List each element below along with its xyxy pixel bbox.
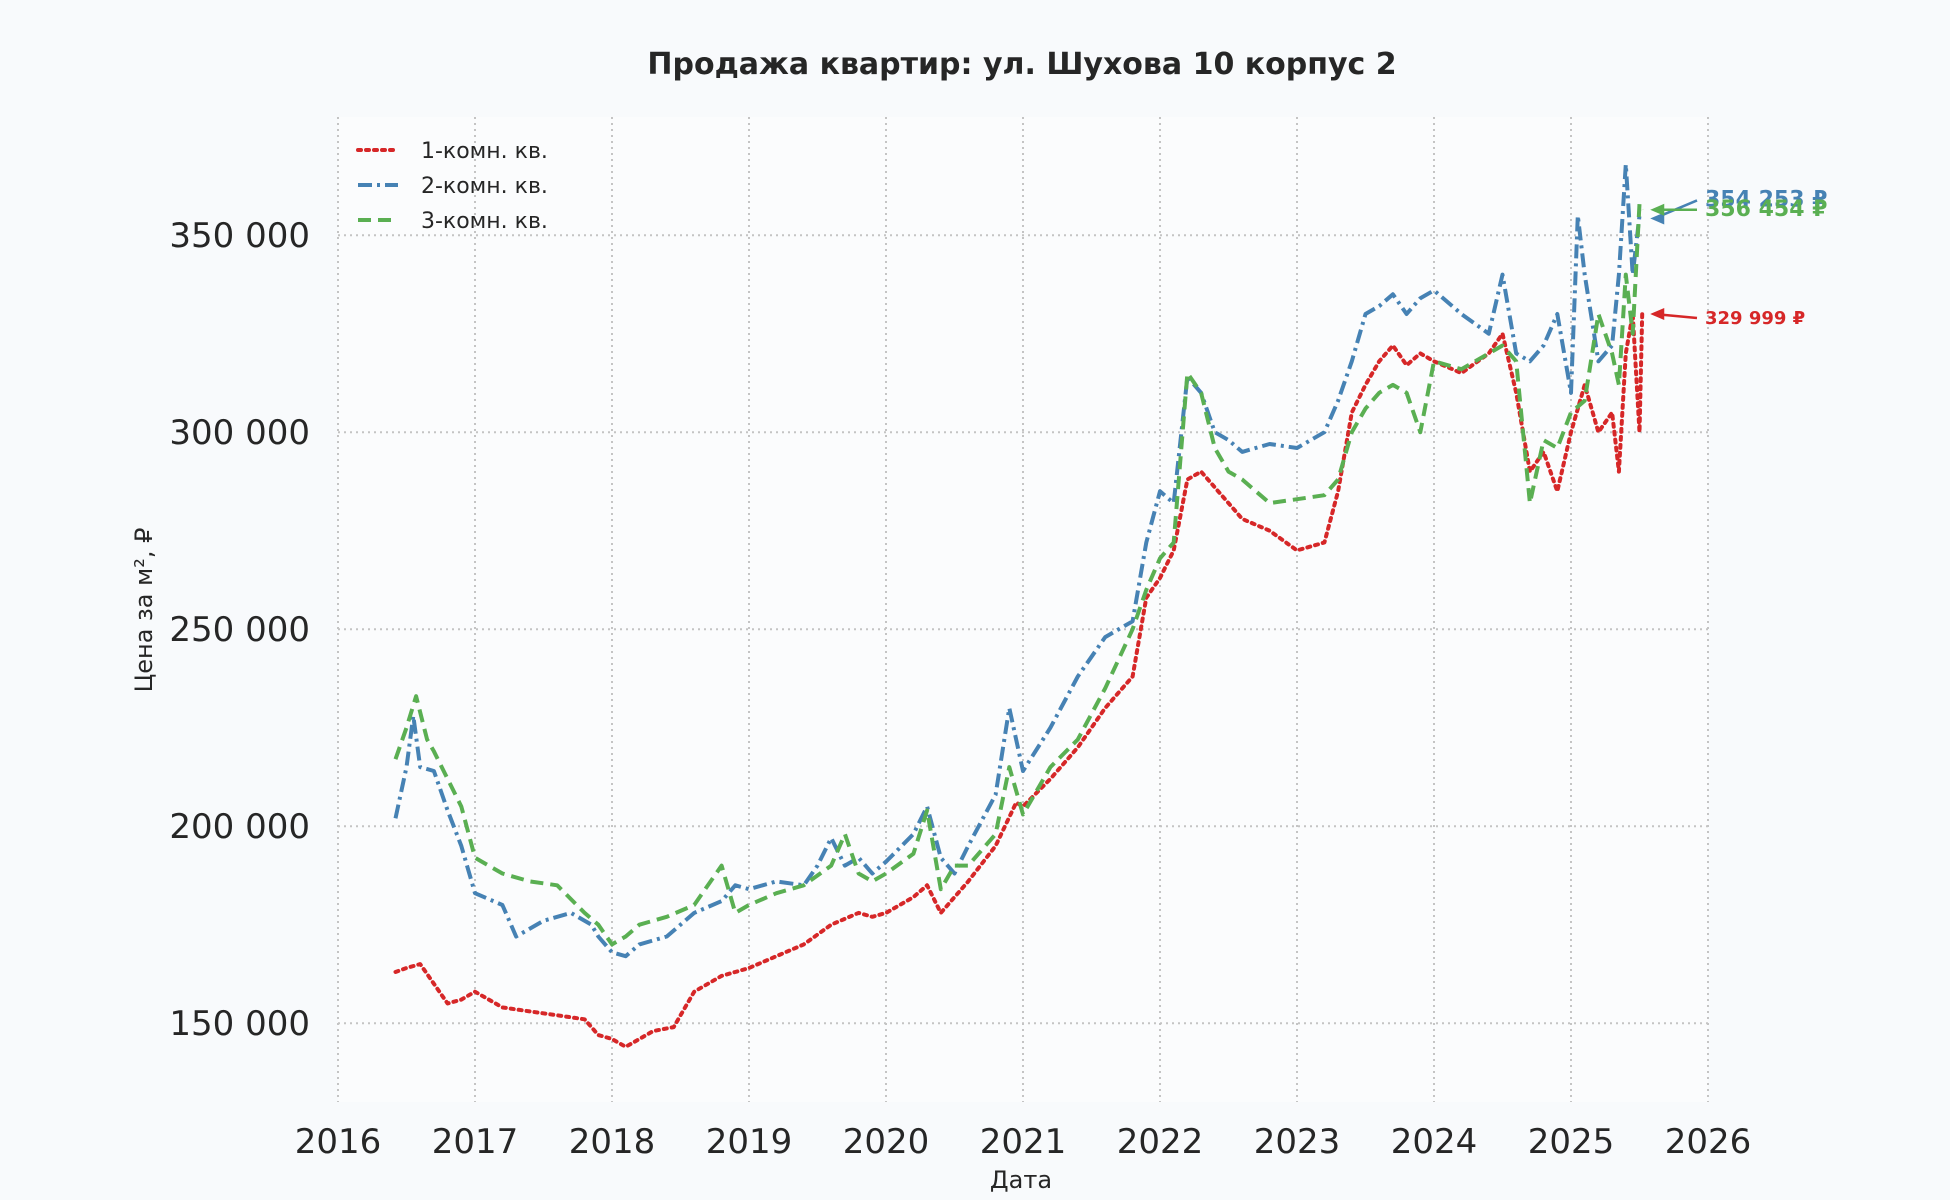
end-label-arrowhead (1650, 212, 1665, 225)
series-line-3 (393, 201, 1645, 947)
legend-label: 3-комн. кв. (421, 209, 548, 234)
end-label-arrowhead (1650, 308, 1665, 321)
y-axis-ticks: 150 000 200 000 250 000 300 000 350 000 (169, 216, 310, 1044)
x-tick-label: 2021 (980, 1122, 1067, 1162)
y-tick-label: 150 000 (169, 1004, 310, 1044)
x-axis-label: Дата (990, 1166, 1052, 1194)
y-tick-label: 200 000 (169, 807, 310, 847)
end-label-text: 329 999 ₽ (1705, 308, 1805, 329)
x-tick-label: 2025 (1528, 1122, 1615, 1162)
legend-label: 2-комн. кв. (421, 174, 548, 199)
x-tick-label: 2019 (706, 1122, 793, 1162)
end-labels: 354 253 ₽356 454 ₽ 329 999 ₽ (1650, 187, 1827, 329)
x-tick-label: 2017 (432, 1122, 519, 1162)
end-label-arrowhead (1650, 203, 1665, 216)
series-line-1 (393, 312, 1645, 1049)
grid (337, 117, 1709, 1102)
y-axis-label: Цена за м², ₽ (130, 528, 158, 693)
end-label-text: 356 454 ₽ (1705, 197, 1827, 222)
x-axis-ticks: 2016 2017 2018 2019 2020 2021 2022 2023 2024 2025… (295, 1122, 1752, 1162)
y-tick-label: 300 000 (169, 413, 310, 453)
series-line-2 (393, 162, 1644, 959)
legend: 1-комн. кв. 2-комн. кв. 3-комн. кв. (356, 139, 548, 234)
legend-label: 1-комн. кв. (421, 139, 548, 164)
x-tick-label: 2016 (295, 1122, 382, 1162)
series-group (393, 162, 1645, 1049)
end-label-text: 354 253 ₽ (1705, 187, 1827, 212)
chart-title: Продажа квартир: ул. Шухова 10 корпус 2 (647, 47, 1396, 82)
y-tick-label: 350 000 (169, 216, 310, 256)
x-tick-label: 2023 (1254, 1122, 1341, 1162)
x-tick-label: 2022 (1117, 1122, 1204, 1162)
x-tick-label: 2024 (1391, 1122, 1478, 1162)
y-tick-label: 250 000 (169, 610, 310, 650)
x-tick-label: 2018 (569, 1122, 656, 1162)
x-tick-label: 2020 (843, 1122, 930, 1162)
x-tick-label: 2026 (1665, 1122, 1752, 1162)
